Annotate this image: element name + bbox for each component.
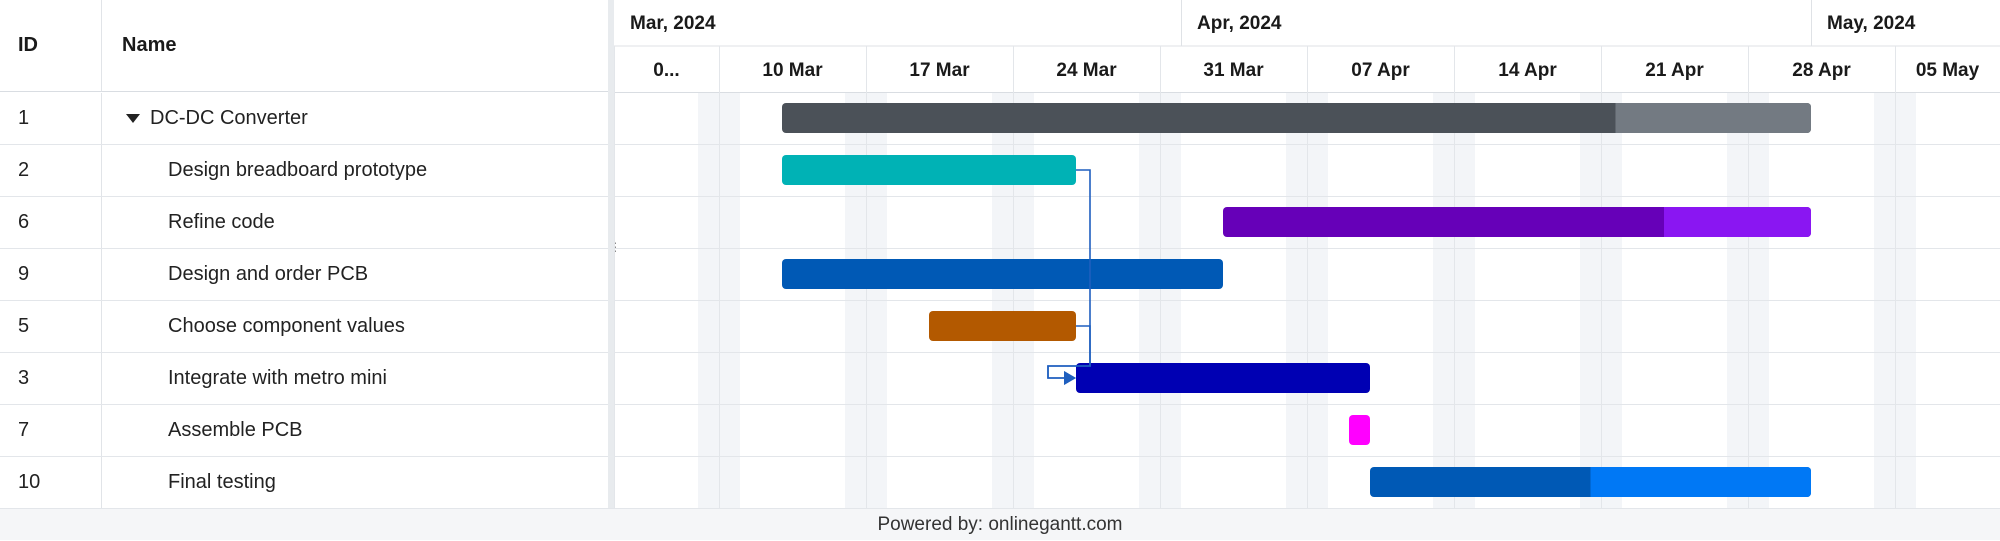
task-bar[interactable] — [782, 259, 1223, 289]
task-id-cell: 7 — [0, 405, 102, 456]
table-row[interactable]: 3 Integrate with metro mini — [0, 353, 608, 405]
task-bar[interactable] — [929, 311, 1076, 341]
task-name-label: Design and order PCB — [168, 263, 369, 285]
task-id-cell: 6 — [0, 197, 102, 248]
week-label: 31 Mar — [1203, 60, 1264, 81]
table-row[interactable]: 7 Assemble PCB — [0, 405, 608, 457]
table-row[interactable]: 2 Design breadboard prototype — [0, 145, 608, 197]
column-header-name[interactable]: Name — [102, 0, 608, 92]
month-label: May, 2024 — [1827, 13, 1916, 34]
week-label: 05 May — [1916, 60, 1980, 81]
task-name-cell: Integrate with metro mini — [102, 353, 608, 404]
month-label: Apr, 2024 — [1197, 13, 1282, 34]
task-name-label: Design breadboard prototype — [168, 159, 428, 181]
task-name-label: Final testing — [168, 471, 276, 493]
month-label: Mar, 2024 — [630, 13, 716, 34]
table-row[interactable]: 9 Design and order PCB — [0, 249, 608, 301]
column-header-id[interactable]: ID — [0, 0, 102, 92]
task-id-cell: 2 — [0, 145, 102, 196]
task-bar-remaining[interactable] — [1590, 467, 1812, 497]
task-name-label: Choose component values — [168, 315, 405, 337]
task-name-cell: Choose component values — [102, 301, 608, 352]
week-label: 07 Apr — [1351, 60, 1410, 81]
task-bar[interactable] — [1076, 363, 1370, 393]
task-name-label: Integrate with metro mini — [168, 367, 387, 389]
task-name-cell: Design and order PCB — [102, 249, 608, 300]
week-label: 0... — [653, 60, 679, 81]
gantt-timeline: Mar, 2024 Apr, 2024 May, 2024 0... 10 Mar 17 … — [614, 0, 2000, 508]
table-row[interactable]: 5 Choose component values — [0, 301, 608, 353]
week-label: 10 Mar — [762, 60, 823, 81]
task-bar-remaining — [1615, 103, 1622, 133]
week-label: 14 Apr — [1498, 60, 1557, 81]
task-bar-remaining — [1590, 467, 1597, 497]
task-id-cell: 5 — [0, 301, 102, 352]
gantt-chart-svg: Mar, 2024 Apr, 2024 May, 2024 0... 10 Mar 17 … — [614, 0, 2000, 508]
task-name-label: DC-DC Converter — [150, 107, 308, 129]
task-name-cell: DC-DC Converter — [102, 93, 608, 144]
week-label: 28 Apr — [1792, 60, 1851, 81]
task-bar[interactable] — [782, 103, 1811, 133]
task-name-cell: Assemble PCB — [102, 405, 608, 456]
task-id-cell: 3 — [0, 353, 102, 404]
task-id-cell: 1 — [0, 93, 102, 144]
week-label: 24 Mar — [1056, 60, 1117, 81]
task-name-label: Refine code — [168, 211, 275, 233]
table-row[interactable]: 10 Final testing — [0, 457, 608, 509]
table-row[interactable]: 1 DC-DC Converter — [0, 93, 608, 145]
task-name-cell: Design breadboard prototype — [102, 145, 608, 196]
powered-by-footer[interactable]: Powered by: onlinegantt.com — [0, 508, 2000, 540]
table-row[interactable]: 6 Refine code — [0, 197, 608, 249]
task-name-label: Assemble PCB — [168, 419, 303, 441]
task-name-cell: Final testing — [102, 457, 608, 508]
task-grid: ID Name 1 DC-DC Converter 2 Design breadboa… — [0, 0, 609, 509]
week-label: 21 Apr — [1645, 60, 1704, 81]
task-bar[interactable] — [1349, 415, 1370, 445]
task-id-cell: 9 — [0, 249, 102, 300]
task-bar[interactable] — [782, 155, 1076, 185]
task-bar-remaining — [1664, 207, 1670, 237]
task-bar-remaining[interactable] — [1615, 103, 1811, 133]
splitter-grip-icon[interactable]: ⋮ — [609, 241, 621, 264]
dependency-arrow-icon — [1064, 371, 1076, 385]
dependency-connector — [1047, 325, 1091, 379]
task-bar-remaining[interactable] — [1664, 207, 1811, 237]
collapse-caret-icon[interactable] — [126, 114, 140, 123]
week-label: 17 Mar — [909, 60, 970, 81]
task-name-cell: Refine code — [102, 197, 608, 248]
task-id-cell: 10 — [0, 457, 102, 508]
